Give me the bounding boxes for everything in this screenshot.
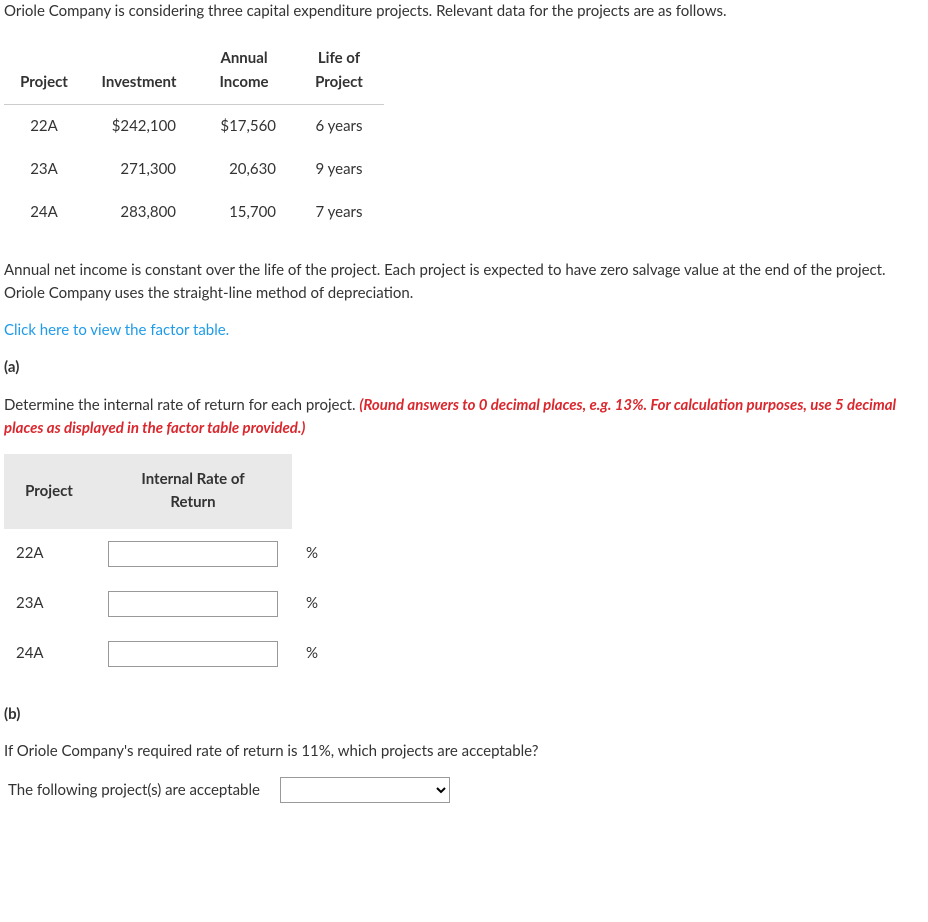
cell-project: 23A (4, 148, 84, 191)
cell-life: 6 years (294, 104, 384, 148)
projects-data-table: Project Investment Annual Life of Income… (4, 37, 384, 234)
irr-input-23a[interactable] (108, 591, 278, 617)
percent-label: % (292, 579, 332, 629)
table-row: 23A 271,300 20,630 9 years (4, 148, 384, 191)
cell-income: 15,700 (194, 191, 294, 234)
th-life-l1: Life of (294, 37, 384, 70)
percent-label: % (292, 529, 332, 579)
irr-project-label: 22A (4, 529, 94, 579)
table-row: 22A $242,100 $17,560 6 years (4, 104, 384, 148)
cell-life: 9 years (294, 148, 384, 191)
cell-project: 24A (4, 191, 84, 234)
part-a-question-text: Determine the internal rate of return fo… (4, 396, 359, 414)
irr-project-label: 23A (4, 579, 94, 629)
irr-input-22a[interactable] (108, 541, 278, 567)
th-irr-l2: Return (94, 491, 292, 528)
irr-project-label: 24A (4, 629, 94, 679)
factor-table-link[interactable]: Click here to view the factor table. (4, 321, 229, 339)
table-row: 24A 283,800 15,700 7 years (4, 191, 384, 234)
th-irr-project: Project (4, 454, 94, 529)
part-a-label: (a) (4, 356, 924, 379)
cell-investment: 283,800 (84, 191, 194, 234)
th-investment: Investment (84, 37, 194, 104)
note-text: Annual net income is constant over the l… (4, 259, 924, 306)
part-b-label: (b) (4, 703, 924, 726)
irr-row: 24A % (4, 629, 332, 679)
cell-investment: $242,100 (84, 104, 194, 148)
irr-input-24a[interactable] (108, 641, 278, 667)
part-b-question: If Oriole Company's required rate of ret… (4, 740, 924, 763)
cell-income: 20,630 (194, 148, 294, 191)
th-project: Project (4, 37, 84, 104)
irr-row: 22A % (4, 529, 332, 579)
part-a-question: Determine the internal rate of return fo… (4, 394, 924, 441)
acceptable-label: The following project(s) are acceptable (8, 781, 260, 799)
th-life-l2: Project (294, 71, 384, 105)
irr-table: Project Internal Rate of Return 22A % 23… (4, 454, 332, 679)
cell-project: 22A (4, 104, 84, 148)
irr-row: 23A % (4, 579, 332, 629)
percent-label: % (292, 629, 332, 679)
acceptable-select[interactable] (280, 777, 450, 803)
th-irr-l1: Internal Rate of (94, 454, 292, 491)
cell-investment: 271,300 (84, 148, 194, 191)
th-income-l2: Income (194, 71, 294, 105)
cell-life: 7 years (294, 191, 384, 234)
intro-text: Oriole Company is considering three capi… (4, 0, 924, 23)
th-income-l1: Annual (194, 37, 294, 70)
cell-income: $17,560 (194, 104, 294, 148)
